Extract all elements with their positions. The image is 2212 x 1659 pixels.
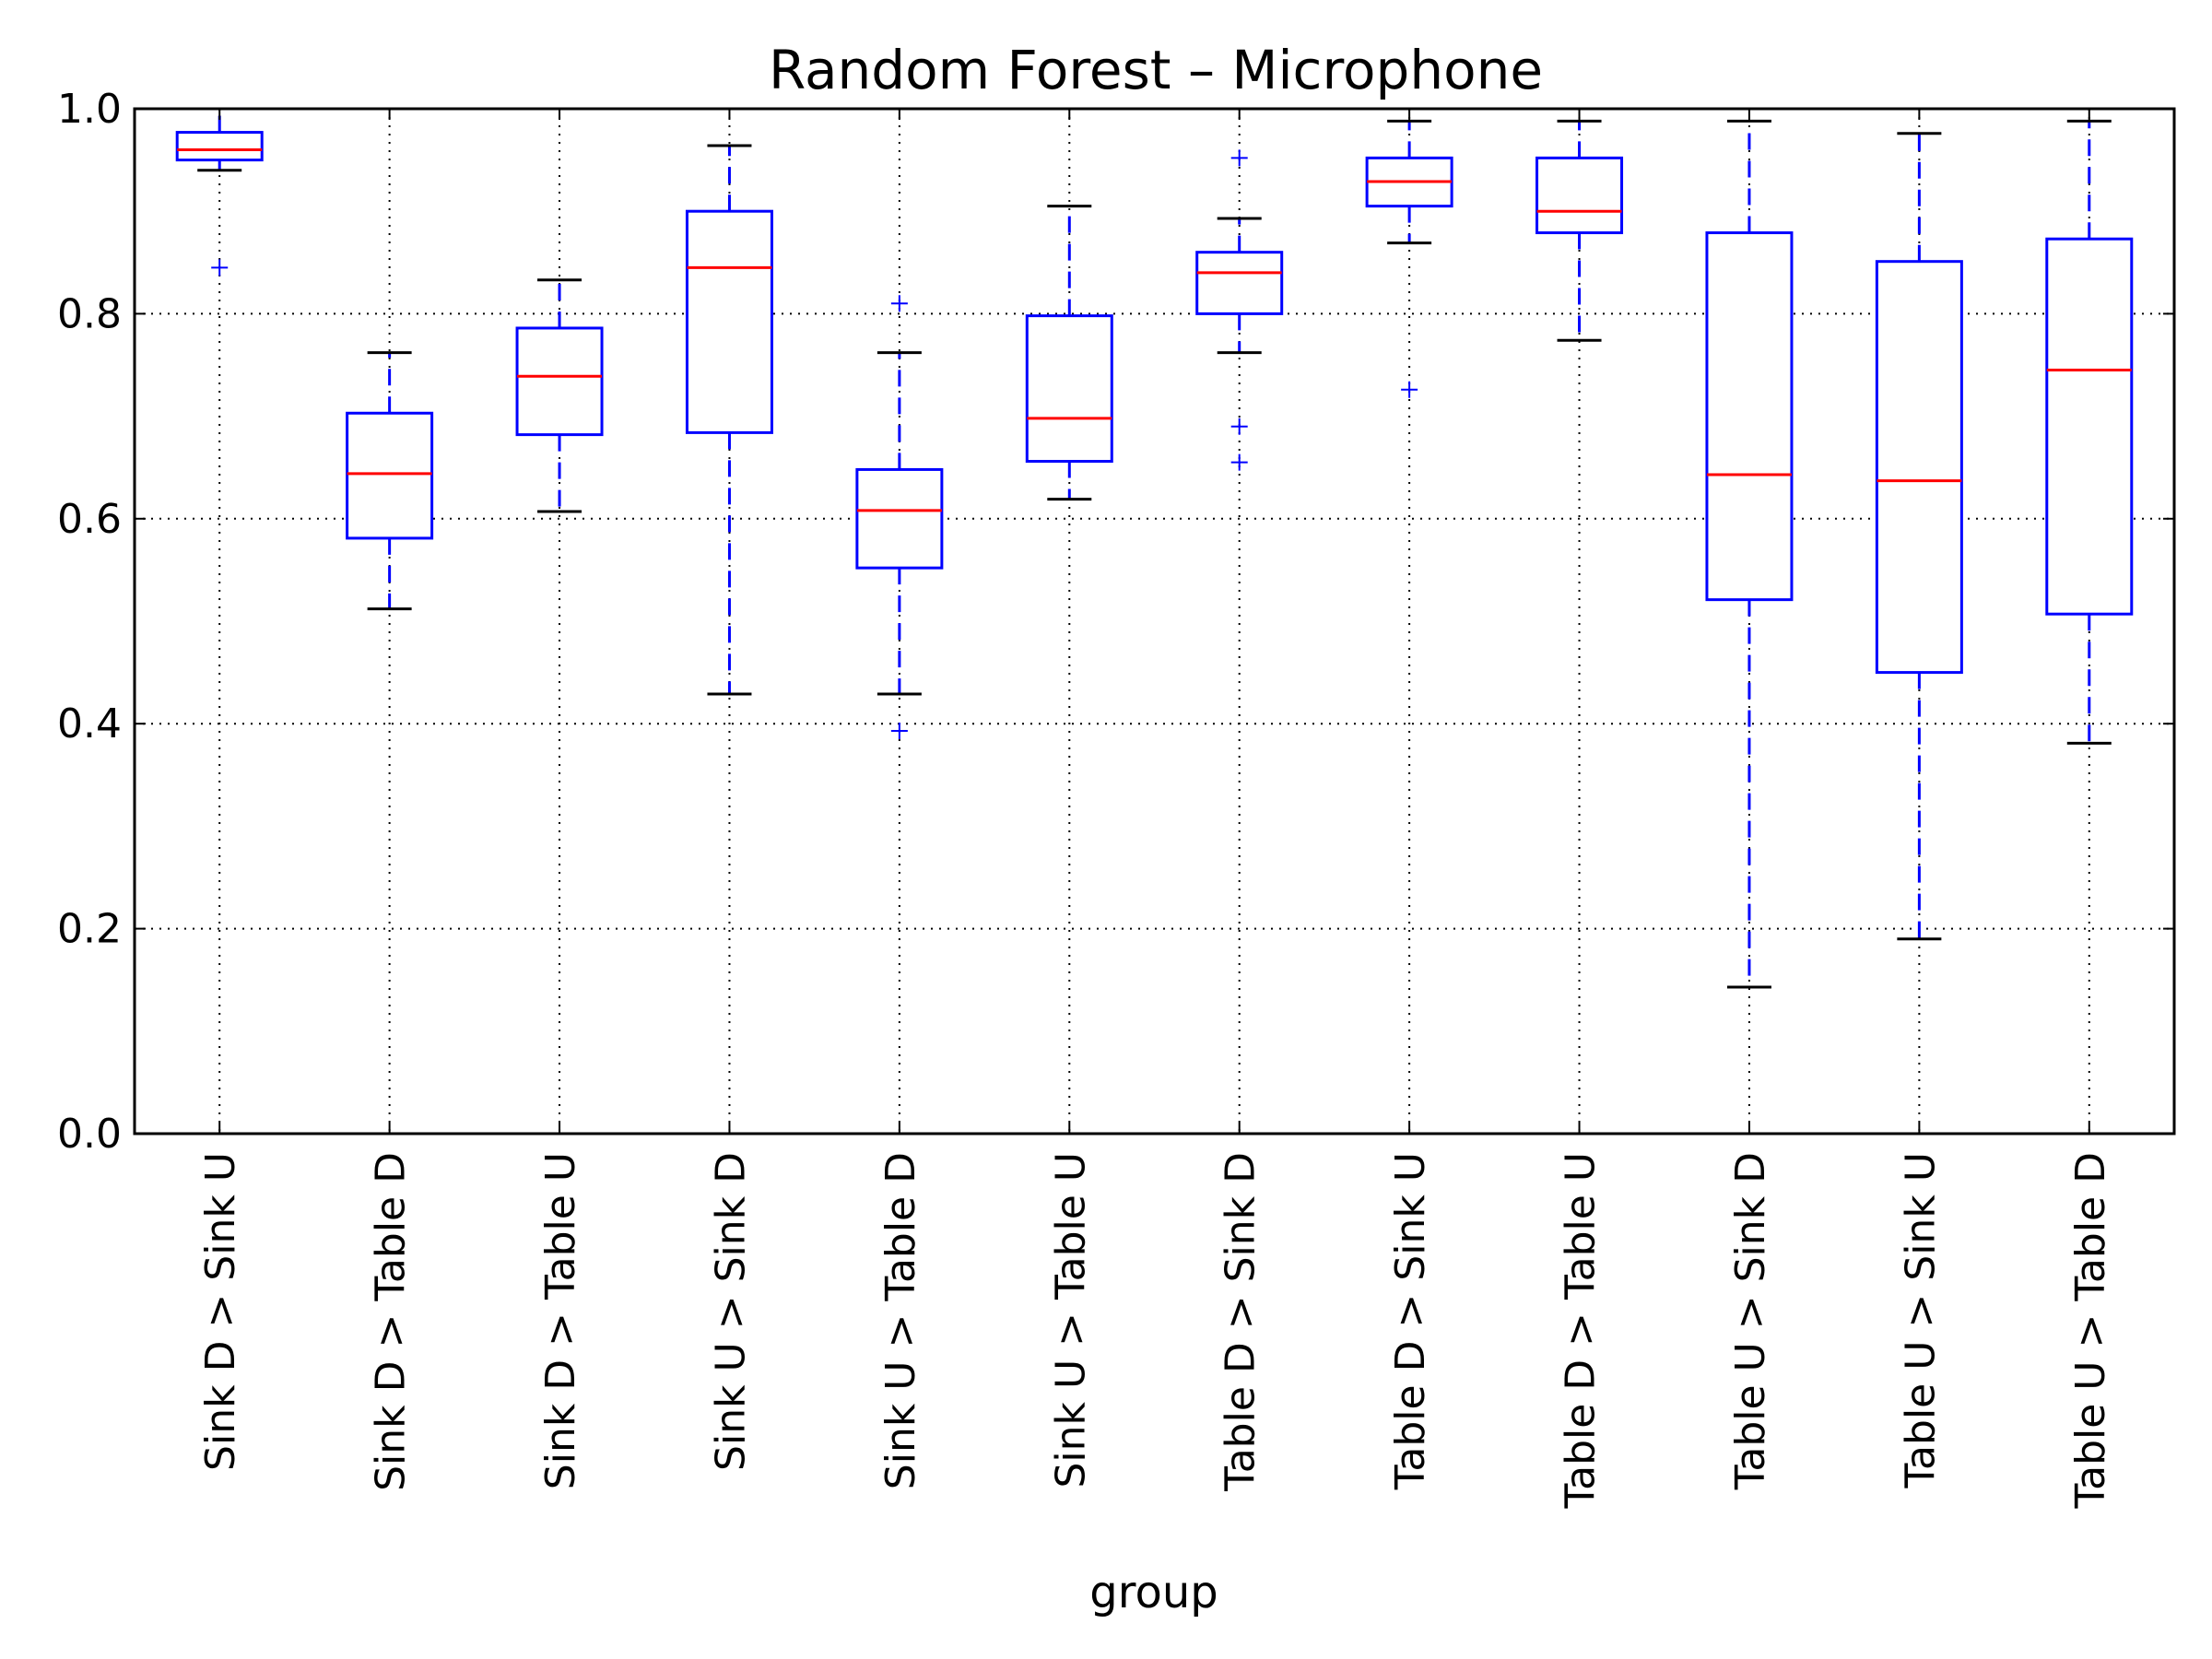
y-tick-label: 0.2 [57, 906, 122, 953]
x-tick-label: Table U > Sink D [1727, 1152, 1774, 1490]
x-tick-label: Sink U > Sink D [707, 1152, 754, 1471]
outlier-marker [1230, 418, 1248, 435]
y-tick-label: 0.8 [57, 290, 122, 337]
y-tick-label: 0.0 [57, 1111, 122, 1158]
x-tick-label: Table D > Sink U [1387, 1152, 1434, 1490]
iqr-box [1025, 314, 1113, 464]
y-tick-label: 1.0 [57, 86, 122, 133]
box-group [1535, 119, 1624, 342]
box-group [1365, 119, 1453, 398]
box-group [1195, 149, 1284, 471]
y-tick-label: 0.4 [57, 700, 122, 747]
iqr-box [1705, 231, 1794, 602]
plot-frame [133, 107, 2176, 1135]
iqr-box [855, 467, 944, 570]
x-tick-label: Table D > Sink D [1218, 1152, 1265, 1492]
iqr-box [346, 411, 434, 540]
y-tick-label: 0.6 [57, 496, 122, 543]
box-group [685, 144, 773, 696]
outlier-marker [890, 295, 908, 312]
box-layer [175, 107, 2134, 989]
box-group [2045, 119, 2134, 745]
outlier-marker [1230, 149, 1248, 167]
box-group [1875, 132, 1963, 941]
grid-layer [135, 109, 2174, 1134]
box-group [346, 351, 434, 611]
iqr-box [685, 209, 773, 434]
box-group [855, 295, 944, 739]
x-tick-label: Table D > Table U [1558, 1152, 1605, 1509]
box-group [175, 107, 264, 276]
box-group [515, 278, 604, 513]
iqr-box [175, 131, 264, 162]
iqr-box [1875, 260, 1963, 675]
outlier-marker [1401, 381, 1418, 398]
chart-title: Random Forest – Microphone [769, 39, 1543, 101]
x-tick-label: Sink D > Table D [368, 1152, 415, 1491]
x-tick-label: Sink D > Sink U [197, 1152, 244, 1471]
outlier-marker [211, 259, 229, 276]
iqr-box [2045, 237, 2134, 616]
y-tick-labels: 0.0 0.2 0.4 0.6 0.8 1.0 [57, 86, 122, 1158]
x-tick-label: Sink U > Table U [1047, 1152, 1094, 1488]
box-group [1705, 119, 1794, 989]
iqr-box [1195, 251, 1284, 315]
box-group [1025, 205, 1113, 501]
outlier-marker [1230, 453, 1248, 471]
iqr-box [515, 326, 604, 437]
x-tick-label: Table U > Table D [2067, 1152, 2114, 1509]
x-tick-label: Sink U > Table D [877, 1152, 924, 1489]
tick-layer [135, 108, 2174, 1135]
x-tick-label: Table U > Sink U [1897, 1152, 1944, 1489]
x-axis-label: group [1089, 1567, 1218, 1618]
x-tick-labels: Sink D > Sink U Sink D > Table D Sink D > … [197, 1152, 2114, 1509]
outlier-marker [890, 722, 908, 739]
x-tick-label: Sink D > Table U [537, 1152, 584, 1489]
iqr-box [1535, 156, 1624, 235]
